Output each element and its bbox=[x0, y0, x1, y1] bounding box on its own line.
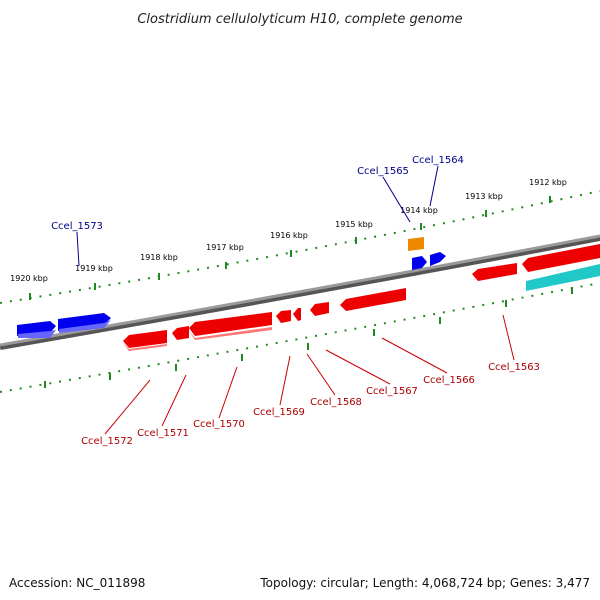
genome-backbone bbox=[0, 234, 600, 347]
gene-label[interactable]: Ccel_1564 bbox=[412, 155, 464, 166]
gene-arrow-forward-shadow bbox=[18, 330, 56, 338]
gene-arrow-reverse[interactable] bbox=[472, 263, 517, 281]
gene-label[interactable]: Ccel_1568 bbox=[310, 397, 362, 408]
gene-arrow-cyan[interactable] bbox=[526, 264, 600, 291]
gene-arrow-forward[interactable] bbox=[412, 256, 427, 270]
kbp-labels: 1920 kbp 1919 kbp 1918 kbp 1917 kbp 1916… bbox=[10, 178, 567, 283]
gene-arrow-reverse[interactable] bbox=[189, 312, 272, 336]
gene-arrow-reverse-shadow bbox=[189, 327, 272, 340]
gene-arrow-reverse[interactable] bbox=[123, 330, 167, 348]
gene-label[interactable]: Ccel_1566 bbox=[423, 375, 475, 386]
upper-major-ticks bbox=[29, 196, 551, 300]
gene-label[interactable]: Ccel_1567 bbox=[366, 386, 418, 397]
gene-arrow-reverse[interactable] bbox=[340, 288, 406, 311]
genome-backbone-shadow bbox=[0, 235, 600, 350]
upper-tick-track bbox=[0, 190, 600, 304]
forward-genes bbox=[17, 237, 446, 338]
gene-arrow-reverse[interactable] bbox=[172, 326, 189, 340]
reverse-gene-labels: Ccel_1572 Ccel_1571 Ccel_1570 Ccel_1569 … bbox=[81, 362, 540, 447]
map-title: Clostridium cellulolyticum H10, complete… bbox=[137, 12, 462, 27]
reverse-label-connectors bbox=[104, 314, 515, 435]
gene-arrow-reverse[interactable] bbox=[293, 308, 301, 321]
kbp-label: 1915 kbp bbox=[335, 220, 373, 229]
gene-label[interactable]: Ccel_1563 bbox=[488, 362, 540, 373]
gene-label[interactable]: Ccel_1569 bbox=[253, 407, 305, 418]
gene-arrow-forward-shadow bbox=[59, 320, 111, 333]
gene-label[interactable]: Ccel_1570 bbox=[193, 419, 245, 430]
forward-label-connectors bbox=[76, 165, 439, 267]
gene-label[interactable]: Ccel_1572 bbox=[81, 436, 133, 447]
kbp-label: 1917 kbp bbox=[206, 243, 244, 252]
gene-arrow-reverse[interactable] bbox=[522, 244, 600, 272]
topology-summary: Topology: circular; Length: 4,068,724 bp… bbox=[260, 576, 590, 590]
accession-text: Accession: NC_011898 bbox=[9, 576, 146, 590]
gene-arrow-reverse[interactable] bbox=[310, 302, 329, 316]
kbp-label: 1919 kbp bbox=[75, 264, 113, 273]
kbp-label: 1918 kbp bbox=[140, 253, 178, 262]
gene-arrow-forward[interactable] bbox=[430, 252, 446, 266]
lower-major-ticks bbox=[44, 287, 573, 388]
reverse-genes bbox=[123, 244, 600, 351]
gene-label[interactable]: Ccel_1573 bbox=[51, 221, 103, 232]
kbp-label: 1914 kbp bbox=[400, 206, 438, 215]
gene-arrow-reverse[interactable] bbox=[276, 310, 291, 323]
lower-tick-track bbox=[0, 282, 600, 393]
gene-arrow-orange[interactable] bbox=[408, 237, 424, 251]
gene-label[interactable]: Ccel_1565 bbox=[357, 166, 409, 177]
forward-gene-labels: Ccel_1573 Ccel_1565 Ccel_1564 bbox=[51, 155, 464, 232]
gene-label[interactable]: Ccel_1571 bbox=[137, 428, 189, 439]
gene-arrow-forward[interactable] bbox=[58, 313, 111, 331]
kbp-label: 1916 kbp bbox=[270, 231, 308, 240]
kbp-label: 1912 kbp bbox=[529, 178, 567, 187]
gene-arrow-reverse-shadow bbox=[123, 343, 167, 351]
kbp-label: 1913 kbp bbox=[465, 192, 503, 201]
kbp-label: 1920 kbp bbox=[10, 274, 48, 283]
